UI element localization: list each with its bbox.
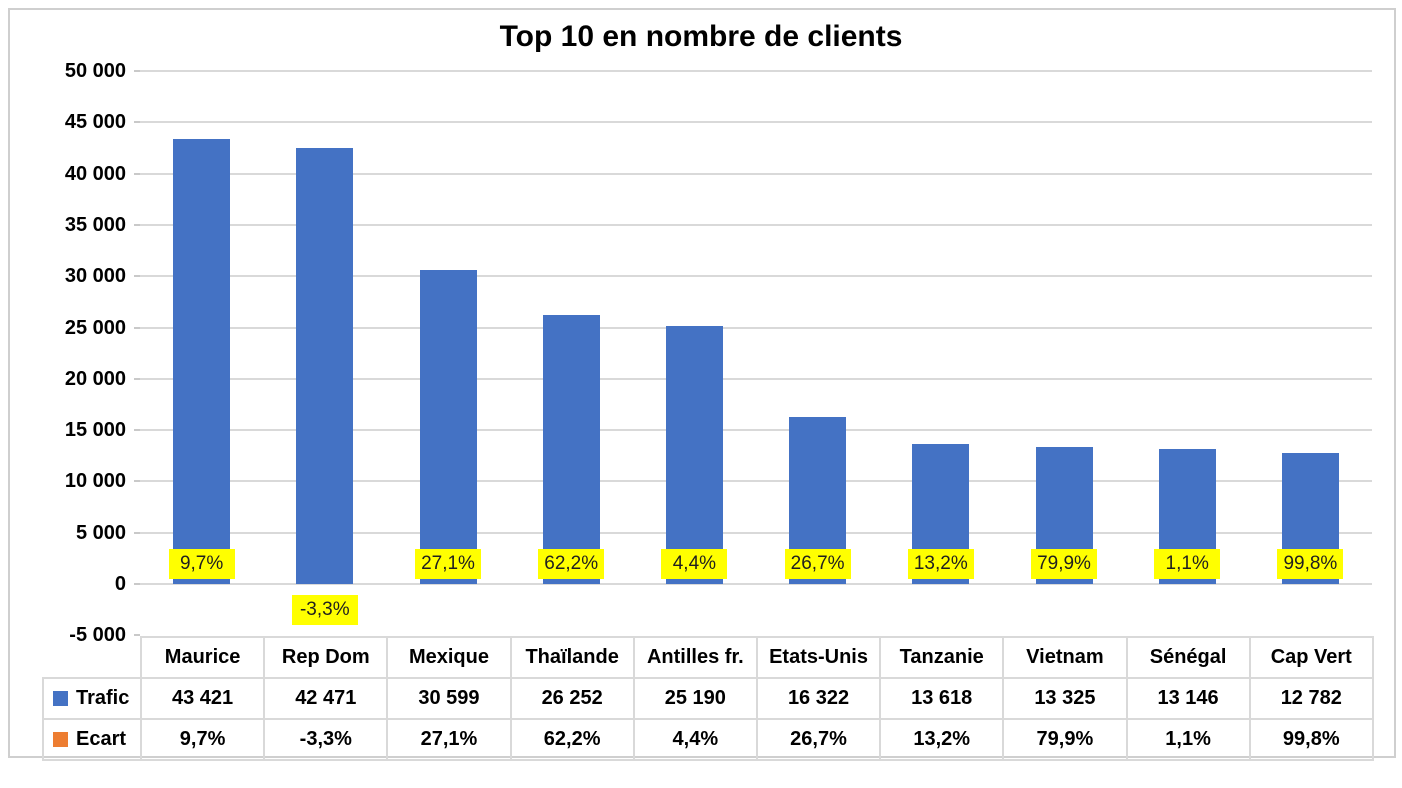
data-table: Maurice Rep Dom Mexique Thaïlande Antilles f… [42,636,1374,761]
table-row: Ecart 9,7% -3,3% 27,1% 62,2% 4,4% 26,7% 13,2% 79… [42,718,1374,761]
ecart-data-label[interactable]: 4,4% [661,549,728,579]
trafic-legend-swatch-icon [53,691,68,706]
ecart-value-cell: 27,1% [386,718,512,761]
gridline [140,275,1372,278]
ecart-value-cell: 99,8% [1248,718,1374,761]
ecart-legend-swatch-icon [53,732,68,747]
y-axis-tick-label: 20 000 [64,367,126,390]
y-axis-tick [134,634,140,637]
column-header-category: Sénégal [1125,636,1251,679]
ecart-value-cell: 1,1% [1125,718,1251,761]
legend-label: Trafic [76,687,130,709]
trafic-value-cell: 13 325 [1002,677,1128,720]
ecart-value-cell: 9,7% [139,718,266,761]
gridline [140,223,1372,226]
gridline [140,531,1372,534]
y-axis-tick [134,429,140,432]
trafic-bar[interactable] [665,325,723,584]
trafic-value-cell: 42 471 [263,677,389,720]
ecart-data-label[interactable]: 27,1% [415,549,481,579]
ecart-data-label[interactable]: 99,8% [1277,549,1344,579]
trafic-bar[interactable] [173,138,231,584]
ecart-data-label[interactable]: 62,2% [538,549,605,579]
y-axis-tick-label: 50 000 [64,60,126,82]
legend-key-trafic[interactable]: Trafic [42,677,142,720]
column-header-category: Maurice [139,636,266,679]
table-corner-cell [43,637,142,679]
ecart-data-label[interactable]: 79,9% [1031,549,1097,579]
column-header-category: Antilles fr. [632,636,758,679]
y-axis-tick-label: 25 000 [64,316,126,339]
chart-title[interactable]: Top 10 en nombre de clients [499,20,903,53]
trafic-value-cell: 13 146 [1125,677,1251,720]
y-axis-tick [134,377,140,380]
ecart-value-cell: 79,9% [1002,718,1128,761]
column-header-category: Etats-Unis [755,636,882,679]
y-axis-tick-label: 5 000 [75,521,126,544]
gridline [140,377,1372,380]
ecart-value-cell: 62,2% [509,718,635,761]
ecart-value-cell: -3,3% [263,718,389,761]
y-axis-tick [134,480,140,483]
gridline [140,429,1372,432]
y-axis-tick-label: 30 000 [64,265,126,288]
trafic-value-cell: 13 618 [879,677,1005,720]
ecart-data-label[interactable]: 9,7% [168,549,235,579]
column-header-category: Thaïlande [509,636,635,679]
y-axis-tick [134,275,140,278]
ecart-data-label[interactable]: -3,3% [291,595,358,625]
ecart-data-label[interactable]: 13,2% [907,549,974,579]
y-axis-tick-label: 45 000 [64,111,126,134]
gridline [140,480,1372,483]
trafic-value-cell: 43 421 [139,677,266,720]
trafic-value-cell: 16 322 [755,677,882,720]
trafic-bar[interactable] [419,270,477,584]
trafic-bar[interactable] [296,148,354,584]
y-axis-tick [134,121,140,124]
y-axis-tick [134,223,140,226]
column-header-category: Vietnam [1002,636,1128,679]
gridline [140,583,1372,585]
y-axis-tick [134,172,140,175]
column-header-category: Cap Vert [1248,636,1374,679]
gridline [140,172,1372,175]
ecart-value-cell: 4,4% [632,718,758,761]
gridline [140,121,1372,124]
trafic-value-cell: 26 252 [509,677,635,720]
y-axis-tick-label: 40 000 [64,162,126,185]
column-header-category: Rep Dom [263,636,389,679]
table-row: Trafic 43 421 42 471 30 599 26 252 25 190 16 3… [42,677,1374,720]
legend-label: Ecart [76,728,127,750]
gridline [140,326,1372,329]
ecart-data-label[interactable]: 26,7% [784,549,851,579]
y-axis-tick-label: 0 [114,573,126,595]
trafic-value-cell: 12 782 [1248,677,1374,720]
data-table-container: Maurice Rep Dom Mexique Thaïlande Antilles f… [42,636,1374,761]
trafic-bar[interactable] [542,314,600,584]
ecart-value-cell: 13,2% [879,718,1005,761]
gridline [140,70,1372,72]
ecart-value-cell: 26,7% [755,718,882,761]
ecart-data-label[interactable]: 1,1% [1154,549,1221,579]
y-axis-tick-label: 15 000 [64,419,126,442]
trafic-value-cell: 25 190 [632,677,758,720]
y-axis-tick [134,326,140,329]
y-axis-tick [134,583,140,585]
y-axis-tick-label: 35 000 [64,213,126,236]
trafic-value-cell: 30 599 [386,677,512,720]
y-axis-tick [134,70,140,72]
column-header-category: Mexique [386,636,512,679]
column-header-category: Tanzanie [879,636,1005,679]
y-axis-tick-label: 10 000 [64,470,126,493]
y-axis-tick [134,531,140,534]
legend-key-ecart[interactable]: Ecart [42,718,142,761]
